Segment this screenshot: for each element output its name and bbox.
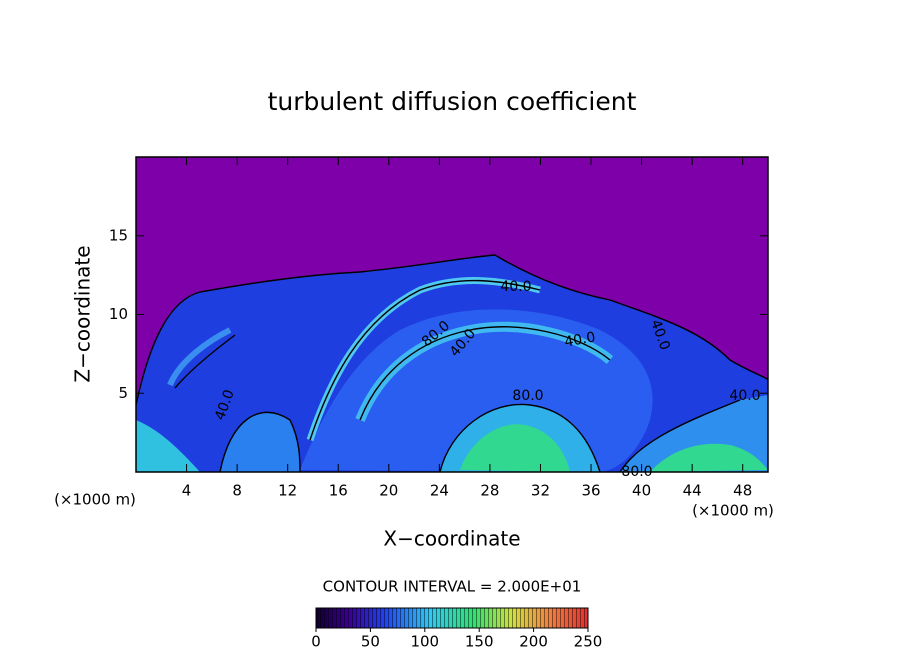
contour-label: 40.0 [563, 329, 596, 350]
contour-label: 80.0 [621, 464, 652, 480]
y-tick-label: 10 [109, 305, 128, 323]
y-tick-label: 5 [118, 384, 128, 402]
x-tick-label: 32 [531, 482, 550, 500]
x-tick-label: 24 [430, 482, 449, 500]
x-tick-label: 16 [329, 482, 348, 500]
colorbar-tick-label: 250 [574, 633, 603, 651]
x-tick-label: 12 [278, 482, 297, 500]
colorbar-tick-label: 100 [410, 633, 439, 651]
chart-title: turbulent diffusion coefficient [268, 87, 637, 116]
colorbar-tick-label: 0 [311, 633, 321, 651]
x-tick-label: 44 [683, 482, 702, 500]
colorbar-tick-label: 200 [519, 633, 548, 651]
x-unit-label: (×1000 m) [54, 491, 136, 509]
colorbar-stripes [316, 608, 588, 628]
x-tick-label: 20 [379, 482, 398, 500]
y-tick-label: 15 [109, 226, 128, 244]
contour-interval: CONTOUR INTERVAL = 2.000E+01 [323, 578, 582, 596]
y-unit-label: (×1000 m) [692, 502, 774, 520]
colorbar-tick-label: 150 [465, 633, 494, 651]
colorbar-frame [315, 607, 589, 629]
y-axis-label: Z−coordinate [71, 245, 95, 382]
x-tick-label: 48 [733, 482, 752, 500]
x-tick-label: 8 [232, 482, 242, 500]
x-tick-label: 36 [581, 482, 600, 500]
contour-label: 80.0 [512, 388, 543, 404]
colorbar-tick-label: 50 [361, 633, 380, 651]
x-axis-label: X−coordinate [383, 527, 520, 551]
x-tick-label: 4 [182, 482, 192, 500]
contour-label: 40.0 [500, 279, 531, 295]
contour-label: 40.0 [729, 388, 760, 404]
x-tick-label: 40 [632, 482, 651, 500]
shaded-field [136, 157, 768, 472]
x-tick-label: 28 [480, 482, 499, 500]
